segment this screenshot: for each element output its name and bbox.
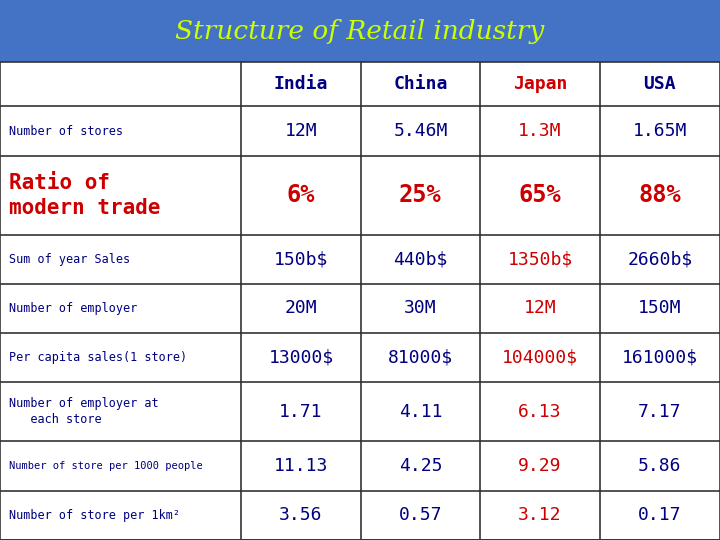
Bar (0, 333, 720, 382)
Text: Number of stores: Number of stores (9, 125, 122, 138)
Bar (0, 234, 720, 284)
Bar (0, 0, 720, 62)
Text: 104000$: 104000$ (502, 349, 578, 367)
Text: 11.13: 11.13 (274, 457, 328, 475)
Bar (0, 156, 720, 234)
Bar (0, 442, 720, 491)
Text: 5.46M: 5.46M (393, 122, 448, 140)
Text: 30M: 30M (404, 300, 437, 318)
Text: Number of store per 1000 people: Number of store per 1000 people (9, 461, 202, 471)
Text: Ratio of
modern trade: Ratio of modern trade (9, 173, 160, 218)
Text: Structure of Retail industry: Structure of Retail industry (176, 18, 544, 44)
Text: Sum of year Sales: Sum of year Sales (9, 253, 130, 266)
Text: 12M: 12M (284, 122, 318, 140)
Text: 88%: 88% (639, 183, 681, 207)
Text: 1.71: 1.71 (279, 403, 323, 421)
Text: 6%: 6% (287, 183, 315, 207)
Text: 6.13: 6.13 (518, 403, 562, 421)
Text: 150M: 150M (638, 300, 682, 318)
Text: 25%: 25% (399, 183, 442, 207)
Text: Number of employer: Number of employer (9, 302, 137, 315)
Text: 65%: 65% (518, 183, 562, 207)
Text: 0.57: 0.57 (399, 507, 442, 524)
Text: Number of employer at
   each store: Number of employer at each store (9, 397, 158, 427)
Text: Per capita sales(1 store): Per capita sales(1 store) (9, 351, 186, 364)
Text: 7.17: 7.17 (638, 403, 682, 421)
Text: 150b$: 150b$ (274, 250, 328, 268)
Text: 20M: 20M (284, 300, 318, 318)
Text: 9.29: 9.29 (518, 457, 562, 475)
Text: Japan: Japan (513, 75, 567, 93)
Text: 161000$: 161000$ (622, 349, 698, 367)
Text: 5.86: 5.86 (638, 457, 682, 475)
Text: 3.12: 3.12 (518, 507, 562, 524)
Bar (0, 284, 720, 333)
Text: 1.65M: 1.65M (633, 122, 687, 140)
Text: 12M: 12M (523, 300, 557, 318)
Text: 3.56: 3.56 (279, 507, 323, 524)
Text: 13000$: 13000$ (269, 349, 333, 367)
Text: 440b$: 440b$ (393, 250, 448, 268)
Text: 1.3M: 1.3M (518, 122, 562, 140)
Text: 4.25: 4.25 (399, 457, 442, 475)
Text: 0.17: 0.17 (638, 507, 682, 524)
Bar (0, 491, 720, 540)
Text: 2660b$: 2660b$ (627, 250, 693, 268)
Text: 1350b$: 1350b$ (508, 250, 572, 268)
Bar (0, 382, 720, 442)
Text: USA: USA (644, 75, 676, 93)
Text: China: China (393, 75, 448, 93)
Bar (0, 106, 720, 156)
Text: India: India (274, 75, 328, 93)
Text: 81000$: 81000$ (388, 349, 453, 367)
Bar (0, 62, 720, 106)
Text: Number of store per 1km²: Number of store per 1km² (9, 509, 180, 522)
Text: 4.11: 4.11 (399, 403, 442, 421)
